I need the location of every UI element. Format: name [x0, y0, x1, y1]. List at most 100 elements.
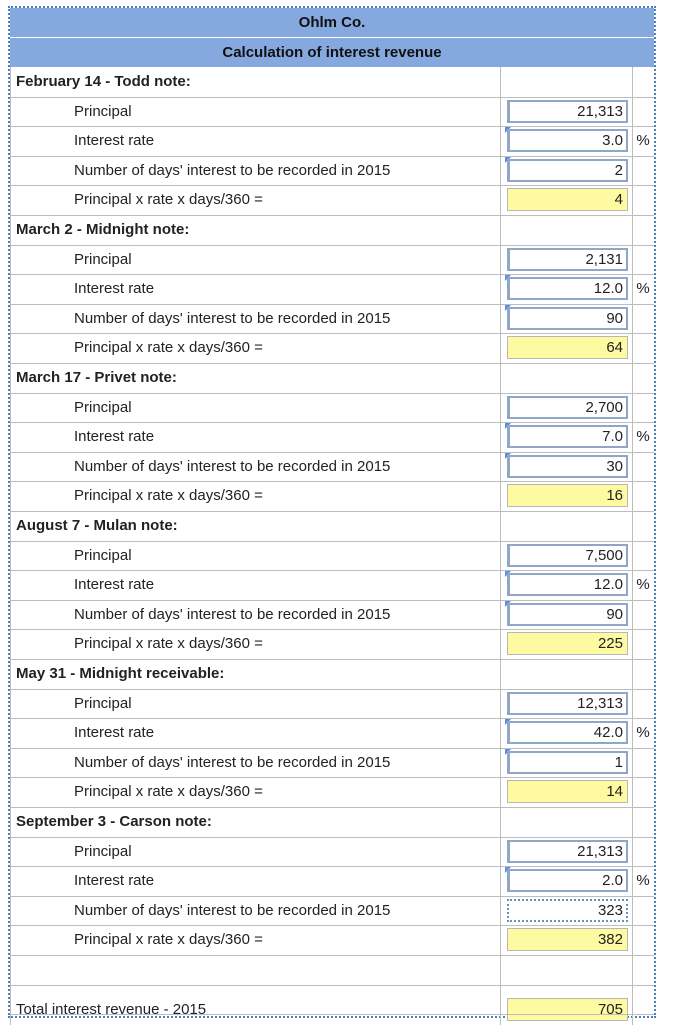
- principal-input[interactable]: 21,313: [507, 99, 628, 123]
- interest-rate-input[interactable]: 42.0: [507, 721, 628, 745]
- days-input-value: 1: [614, 753, 623, 771]
- interest-formula-label: Principal x rate x days/360 =: [74, 339, 263, 357]
- interest-rate-row: Interest rate 42.0%: [10, 718, 654, 748]
- row-divider: [10, 540, 654, 542]
- interest-result-cell: 382: [507, 928, 628, 952]
- section-title: March 17 - Privet note:: [16, 369, 177, 386]
- interest-rate-input-value: 3.0: [602, 132, 623, 150]
- principal-row: Principal$2,131: [10, 245, 654, 275]
- interest-rate-label: Interest rate: [74, 872, 155, 890]
- days-input-value: 90: [606, 605, 623, 623]
- sheet-subtitle: Calculation of interest revenue: [10, 38, 654, 67]
- total-row: Total interest revenue - 2015$705: [10, 995, 654, 1025]
- row-divider: [10, 570, 654, 572]
- principal-input-value: 12,313: [577, 694, 623, 712]
- principal-input[interactable]: 21,313: [507, 839, 628, 863]
- interest-rate-label: Interest rate: [74, 132, 155, 150]
- principal-input-value: 21,313: [577, 102, 623, 120]
- interest-formula-label: Principal x rate x days/360 =: [74, 783, 263, 801]
- interest-rate-label: Interest rate: [74, 576, 155, 594]
- section-header: September 3 - Carson note:: [10, 807, 654, 837]
- principal-row: Principal$21,313: [10, 837, 654, 867]
- percent-symbol: %: [636, 280, 650, 298]
- row-divider: [10, 126, 654, 128]
- principal-input-value: 2,131: [585, 250, 623, 268]
- row-divider: [10, 807, 654, 808]
- interest-formula-label: Principal x rate x days/360 =: [74, 931, 263, 949]
- days-row: Number of days' interest to be recorded …: [10, 304, 654, 334]
- days-input[interactable]: 1: [507, 750, 628, 774]
- days-input-value: 2: [614, 161, 623, 179]
- interest-rate-input[interactable]: 7.0: [507, 425, 628, 449]
- principal-row: Principal$7,500: [10, 541, 654, 571]
- interest-rate-input-value: 2.0: [602, 872, 623, 890]
- interest-rate-input[interactable]: 12.0: [507, 277, 628, 301]
- row-divider: [10, 96, 654, 98]
- days-input-value: 30: [606, 457, 623, 475]
- principal-label: Principal: [74, 398, 132, 416]
- row-divider: [10, 836, 654, 838]
- days-label: Number of days' interest to be recorded …: [74, 309, 391, 327]
- days-input[interactable]: 2: [507, 158, 628, 182]
- days-input[interactable]: 323: [507, 898, 628, 922]
- row-divider: [10, 718, 654, 720]
- principal-input-value: 2,700: [585, 398, 623, 416]
- section-title: February 14 - Todd note:: [16, 73, 191, 90]
- section-title: May 31 - Midnight receivable:: [16, 665, 225, 682]
- percent-symbol: %: [636, 132, 650, 150]
- days-row: Number of days' interest to be recorded …: [10, 156, 654, 186]
- blank-row: [10, 955, 654, 995]
- interest-rate-label: Interest rate: [74, 280, 155, 298]
- interest-result-cell-value: 14: [606, 783, 623, 801]
- interest-rate-input[interactable]: 3.0: [507, 129, 628, 153]
- interest-rate-input-value: 12.0: [593, 280, 623, 298]
- column-divider: [632, 67, 633, 1025]
- row-divider: [10, 659, 654, 660]
- days-input[interactable]: 30: [507, 454, 628, 478]
- row-divider: [10, 481, 654, 483]
- days-input[interactable]: 90: [507, 602, 628, 626]
- interest-rate-input[interactable]: 12.0: [507, 573, 628, 597]
- section-title: September 3 - Carson note:: [16, 813, 212, 830]
- days-label: Number of days' interest to be recorded …: [74, 457, 391, 475]
- row-divider: [10, 984, 654, 986]
- days-row: Number of days' interest to be recorded …: [10, 896, 654, 926]
- days-row: Number of days' interest to be recorded …: [10, 748, 654, 778]
- interest-result-cell-value: 16: [606, 487, 623, 505]
- row-divider: [10, 866, 654, 868]
- interest-rate-input-value: 42.0: [593, 724, 623, 742]
- days-label: Number of days' interest to be recorded …: [74, 605, 391, 623]
- row-divider: [10, 244, 654, 246]
- section-header: August 7 - Mulan note:: [10, 511, 654, 541]
- interest-rate-row: Interest rate 2.0%: [10, 866, 654, 896]
- interest-rate-label: Interest rate: [74, 724, 155, 742]
- row-divider: [10, 511, 654, 512]
- days-input[interactable]: 90: [507, 306, 628, 330]
- percent-symbol: %: [636, 724, 650, 742]
- days-label: Number of days' interest to be recorded …: [74, 753, 391, 771]
- interest-result-cell-value: 4: [614, 191, 623, 209]
- interest-formula-label: Principal x rate x days/360 =: [74, 635, 263, 653]
- interest-rate-input[interactable]: 2.0: [507, 869, 628, 893]
- row-divider: [10, 274, 654, 276]
- interest-calc-row: Principal x rate x days/360 =$4: [10, 185, 654, 215]
- interest-result-cell: 4: [507, 188, 628, 212]
- principal-input[interactable]: 2,700: [507, 395, 628, 419]
- interest-formula-label: Principal x rate x days/360 =: [74, 487, 263, 505]
- principal-row: Principal$2,700: [10, 393, 654, 423]
- interest-calc-row: Principal x rate x days/360 =$382: [10, 925, 654, 955]
- interest-rate-row: Interest rate 7.0%: [10, 422, 654, 452]
- total-result-cell-value: 705: [597, 1000, 623, 1018]
- principal-input[interactable]: 12,313: [507, 691, 628, 715]
- row-divider: [10, 777, 654, 779]
- principal-input[interactable]: 7,500: [507, 543, 628, 567]
- total-result-cell: 705: [507, 997, 628, 1021]
- row-divider: [10, 303, 654, 305]
- days-label: Number of days' interest to be recorded …: [74, 161, 391, 179]
- interest-result-cell: 64: [507, 336, 628, 360]
- row-divider: [10, 629, 654, 631]
- row-divider: [10, 363, 654, 364]
- worksheet-frame: [8, 6, 656, 1018]
- principal-input[interactable]: 2,131: [507, 247, 628, 271]
- percent-symbol: %: [636, 428, 650, 446]
